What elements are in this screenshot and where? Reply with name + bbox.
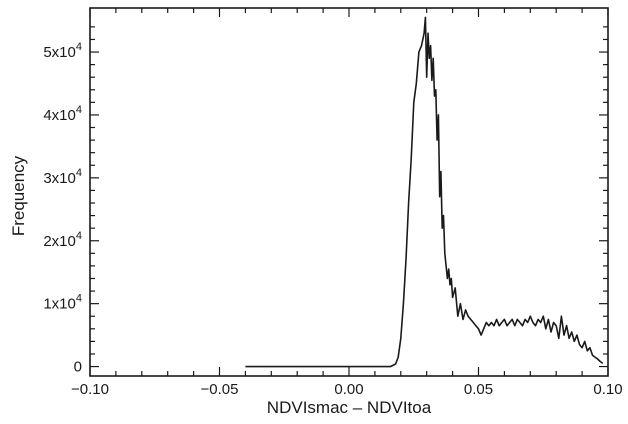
x-axis-label: NDVIsmac – NDVItoa bbox=[267, 398, 432, 417]
y-tick-label: 0 bbox=[74, 359, 82, 376]
plot-area bbox=[89, 7, 609, 377]
x-tick-label: −0.05 bbox=[201, 381, 239, 398]
plot-frame bbox=[89, 7, 609, 377]
y-tick-label: 3x104 bbox=[43, 167, 82, 187]
x-tick-label: 0.00 bbox=[334, 381, 363, 398]
frequency-series-line bbox=[245, 16, 604, 368]
x-tick-label: −0.10 bbox=[71, 381, 109, 398]
y-tick-label: 4x104 bbox=[43, 104, 82, 124]
x-tick-label: 0.10 bbox=[593, 381, 622, 398]
x-tick-label: 0.05 bbox=[464, 381, 493, 398]
y-axis-label: Frequency bbox=[9, 155, 28, 236]
y-tick-label: 1x104 bbox=[43, 293, 82, 313]
y-tick-label: 2x104 bbox=[43, 230, 82, 250]
x-axis-ticks: −0.10 −0.05 0.00 0.05 0.10 bbox=[71, 8, 623, 398]
y-tick-label: 5x104 bbox=[43, 41, 82, 61]
y-axis-ticks: 0 1x104 2x104 3x104 4x104 5x104 bbox=[43, 26, 608, 376]
